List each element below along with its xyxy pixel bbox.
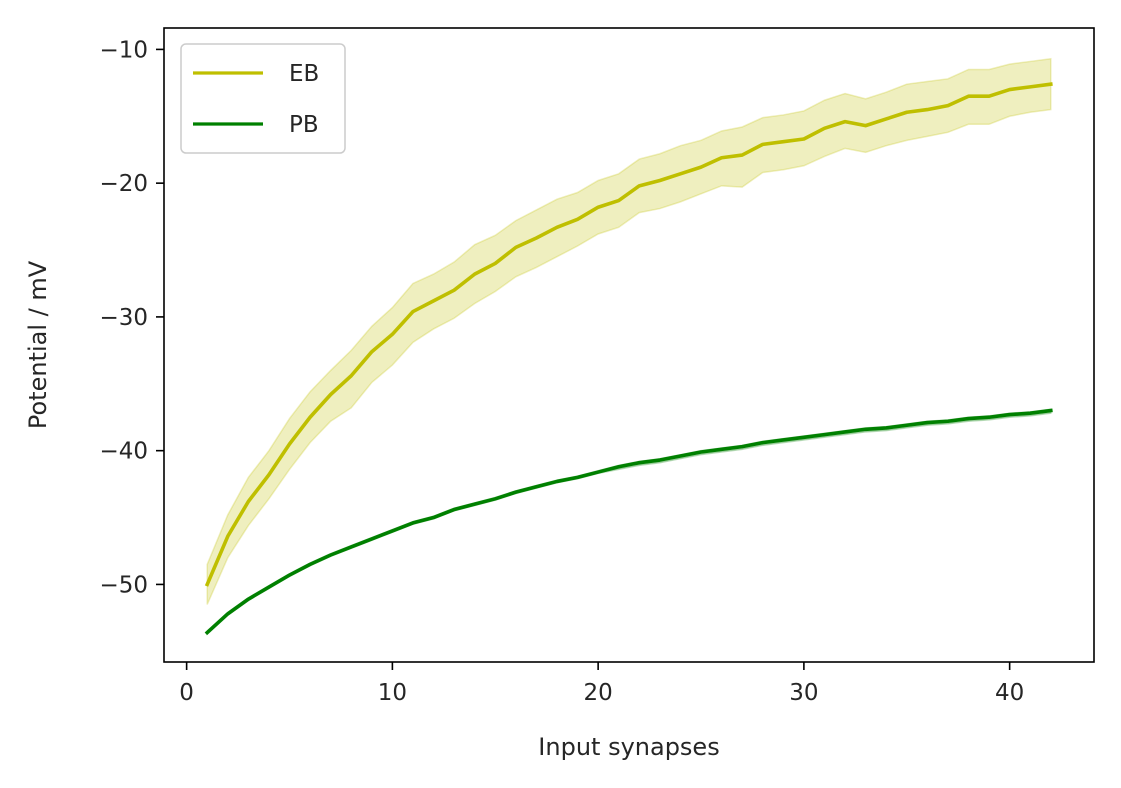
x-tick-label: 0 [179,680,194,706]
x-tick-label: 30 [789,680,818,706]
y-tick-label: −40 [99,439,148,465]
y-tick-label: −30 [99,305,148,331]
y-tick-label: −10 [99,37,148,63]
y-tick-label: −50 [99,572,148,598]
x-tick-label: 10 [378,680,407,706]
x-axis-label: Input synapses [538,733,719,761]
series-line-eb [204,82,1053,587]
legend-box [180,43,346,154]
legend-label-eb: EB [289,61,319,87]
legend: EB PB [180,43,346,154]
legend-label-pb: PB [289,112,319,138]
x-axis-ticks: 0 10 20 30 40 [179,662,1024,706]
y-axis-label: Potential / mV [24,260,52,429]
plot-frame [163,27,1095,663]
series-lines [204,82,1053,636]
series-line-pb [204,408,1053,636]
y-axis-ticks: −50 −40 −30 −20 −10 [99,37,164,598]
x-tick-label: 20 [583,680,612,706]
y-tick-label: −20 [99,171,148,197]
band-eb [206,57,1052,605]
x-tick-label: 40 [995,680,1024,706]
